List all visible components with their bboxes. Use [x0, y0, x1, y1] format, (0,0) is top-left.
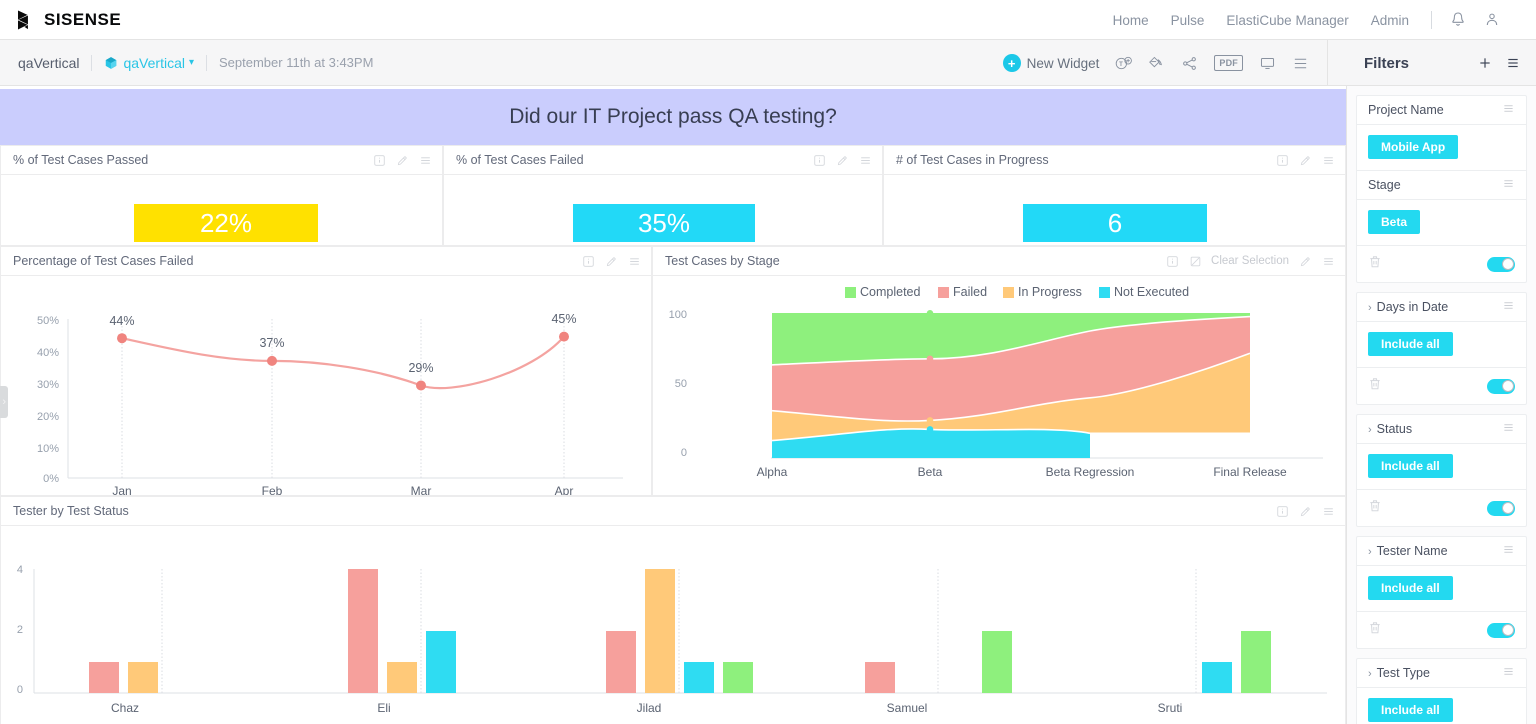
svg-text:0: 0	[681, 447, 687, 459]
svg-text:Jilad: Jilad	[637, 701, 662, 715]
svg-text:Beta: Beta	[918, 465, 943, 479]
svg-text:Sruti: Sruti	[1158, 701, 1183, 715]
svg-text:29%: 29%	[408, 361, 433, 375]
svg-text:Failed: Failed	[953, 285, 987, 299]
svg-text:40%: 40%	[37, 347, 59, 359]
svg-text:10%: 10%	[37, 443, 59, 455]
svg-text:Jan: Jan	[112, 484, 131, 496]
svg-text:4: 4	[17, 564, 23, 576]
svg-text:2: 2	[17, 624, 23, 636]
svg-text:In Progress: In Progress	[1018, 285, 1082, 299]
svg-text:Chaz: Chaz	[111, 701, 139, 715]
svg-text:Completed: Completed	[860, 285, 920, 299]
svg-text:0%: 0%	[43, 473, 59, 485]
svg-text:Eli: Eli	[377, 701, 390, 715]
svg-text:45%: 45%	[551, 312, 576, 326]
svg-text:50%: 50%	[37, 315, 59, 327]
svg-text:Alpha: Alpha	[757, 465, 788, 479]
svg-text:30%: 30%	[37, 379, 59, 391]
svg-text:Final Release: Final Release	[1213, 465, 1287, 479]
svg-text:0: 0	[17, 684, 23, 696]
svg-text:Feb: Feb	[262, 484, 283, 496]
svg-text:20%: 20%	[37, 411, 59, 423]
svg-text:50: 50	[675, 378, 687, 390]
svg-text:Apr: Apr	[555, 484, 574, 496]
svg-text:T: T	[1119, 61, 1123, 67]
svg-text:Not Executed: Not Executed	[1114, 285, 1189, 299]
svg-text:Samuel: Samuel	[887, 701, 928, 715]
svg-text:Mar: Mar	[411, 484, 432, 496]
svg-text:Beta Regression: Beta Regression	[1046, 465, 1135, 479]
svg-text:37%: 37%	[259, 336, 284, 350]
svg-text:100: 100	[669, 309, 687, 321]
svg-text:44%: 44%	[109, 314, 134, 328]
